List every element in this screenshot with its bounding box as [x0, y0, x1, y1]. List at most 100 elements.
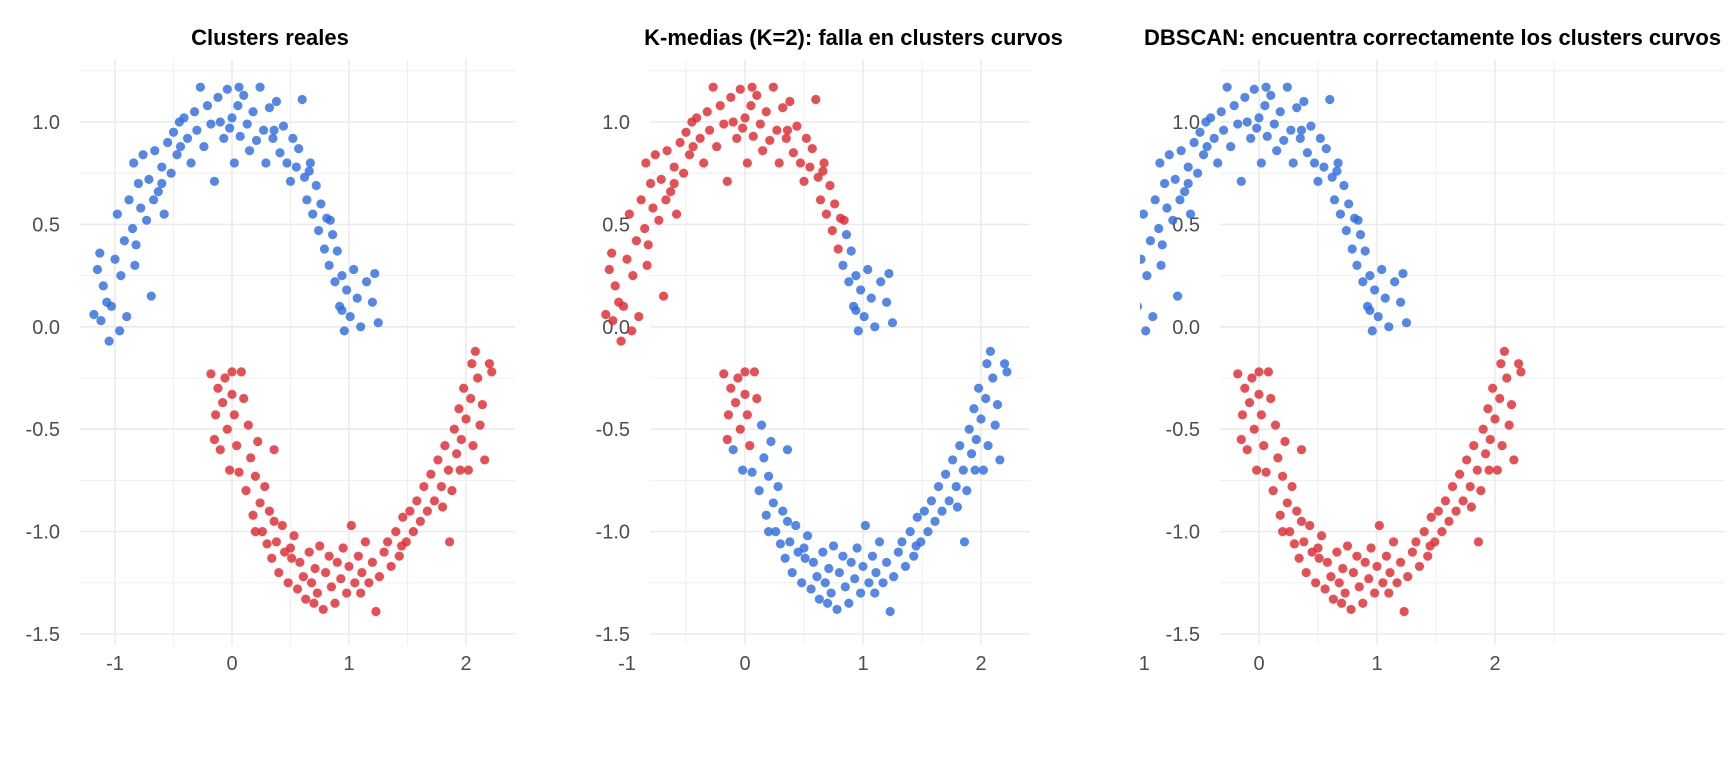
data-point [449, 424, 459, 434]
data-point [1219, 125, 1229, 135]
data-point [1399, 606, 1409, 617]
data-point [344, 561, 354, 572]
data-point [149, 195, 159, 205]
data-point [144, 174, 154, 184]
data-point [1332, 166, 1342, 176]
data-point [988, 373, 998, 383]
data-point [661, 195, 671, 205]
data-point [1242, 117, 1252, 127]
data-point [312, 588, 323, 598]
data-point [332, 557, 342, 567]
data-point [1299, 537, 1309, 547]
data-point [235, 131, 245, 141]
data-point [408, 527, 418, 537]
grid [1220, 60, 1725, 645]
data-point [858, 561, 868, 572]
data-point [708, 82, 718, 92]
data-point [391, 527, 401, 537]
data-point [166, 168, 176, 178]
data-point [1002, 367, 1012, 377]
data-point [436, 481, 447, 492]
data-point [930, 516, 940, 526]
data-point [289, 531, 299, 541]
data-point [1490, 414, 1500, 424]
data-point [182, 133, 193, 143]
data-point [1150, 195, 1160, 205]
data-point [919, 506, 929, 516]
data-point [1347, 244, 1357, 254]
data-point [146, 291, 156, 301]
data-point [841, 230, 852, 240]
data-point [1252, 465, 1262, 475]
data-point [261, 158, 271, 168]
data-point [1325, 94, 1335, 105]
data-point [129, 158, 139, 168]
data-point [815, 195, 826, 205]
data-point [827, 225, 837, 236]
data-point [772, 125, 782, 135]
data-point [974, 383, 984, 393]
data-point [1353, 215, 1363, 225]
scatter-plot: -1 0 1 2 -1.5 -1.0 -0.5 0.0 0.5 1.0 [26, 60, 515, 675]
data-point [735, 424, 745, 434]
data-point [484, 359, 494, 369]
data-point [1140, 209, 1148, 219]
data-point [1484, 465, 1494, 475]
data-point [824, 563, 834, 574]
data-point [1270, 420, 1281, 430]
data-point [466, 393, 476, 404]
data-point [338, 543, 348, 553]
data-point [1392, 578, 1402, 588]
data-point [695, 133, 705, 143]
grid [80, 60, 515, 645]
y-tick-label: -0.5 [26, 419, 60, 441]
data-point [1288, 158, 1298, 168]
data-point [1380, 293, 1390, 303]
data-point [1381, 551, 1392, 561]
data-point [1492, 465, 1502, 475]
data-point [712, 141, 722, 152]
data-point [636, 195, 646, 205]
data-point [955, 440, 965, 451]
data-point [1451, 506, 1461, 516]
data-point [844, 277, 854, 287]
data-point [1256, 158, 1266, 168]
data-point [1242, 445, 1252, 455]
data-point [631, 236, 642, 246]
data-point [202, 101, 213, 111]
data-point [1259, 440, 1269, 451]
data-point [468, 440, 478, 451]
data-point [153, 187, 163, 197]
data-point [909, 551, 919, 561]
data-point [1256, 410, 1266, 420]
data-point [889, 572, 899, 582]
data-point [814, 594, 824, 604]
data-point [882, 297, 892, 307]
data-point [1354, 582, 1364, 592]
data-point [1516, 367, 1526, 377]
data-point [654, 215, 664, 225]
data-point [1261, 82, 1271, 92]
data-point [232, 440, 242, 451]
data-point [782, 445, 793, 455]
y-tick-label: 1.0 [32, 112, 60, 134]
data-point [754, 486, 764, 496]
data-point [730, 397, 741, 408]
data-point [133, 178, 143, 189]
data-point [759, 453, 769, 463]
data-point [1236, 176, 1246, 186]
data-point [1282, 498, 1292, 508]
data-point [274, 567, 284, 578]
data-point [1145, 236, 1156, 246]
data-point [893, 547, 903, 557]
data-point [186, 158, 196, 168]
data-point [859, 311, 869, 322]
data-point [948, 455, 958, 465]
data-point [283, 578, 293, 588]
data-point [699, 158, 709, 168]
data-point [992, 400, 1003, 410]
data-point [463, 465, 473, 475]
data-point [172, 150, 182, 160]
data-point [622, 254, 632, 264]
data-point [782, 125, 793, 135]
